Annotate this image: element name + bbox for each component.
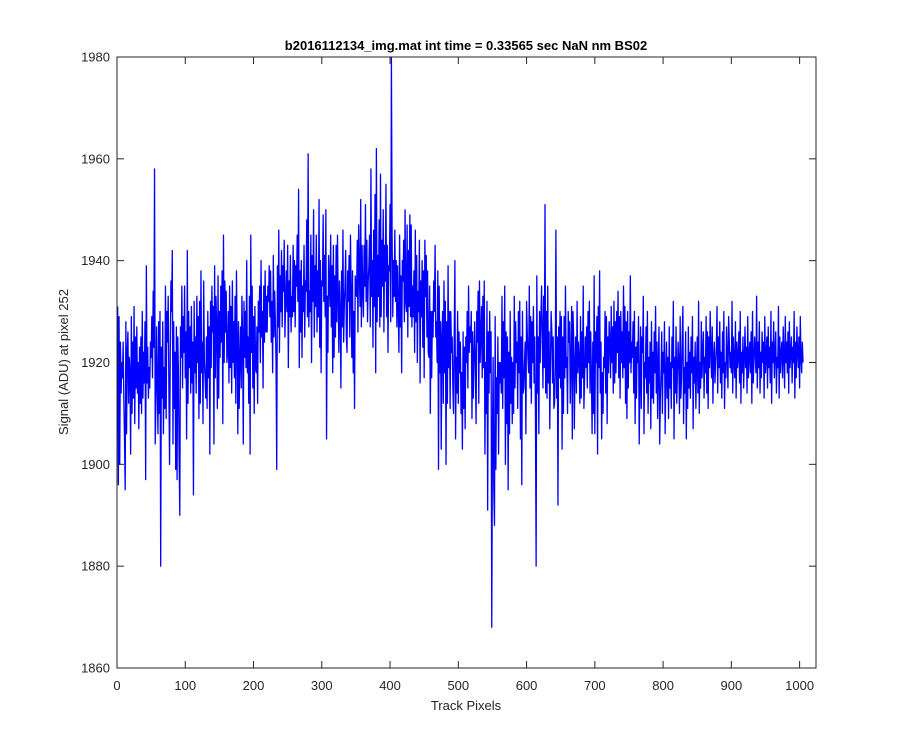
y-axis: 1860 1880 1900 1920 1940 1960 1980 <box>81 50 816 676</box>
y-tick-label: 1920 <box>81 355 110 370</box>
x-tick-label: 100 <box>174 678 196 693</box>
series-line-1 <box>117 56 804 628</box>
x-tick-label: 200 <box>243 678 265 693</box>
y-tick-label: 1900 <box>81 457 110 472</box>
x-tick-label: 700 <box>584 678 606 693</box>
x-tick-label: 1000 <box>785 678 814 693</box>
y-tick-label: 1980 <box>81 50 110 65</box>
x-tick-label: 600 <box>516 678 538 693</box>
x-tick-label: 300 <box>311 678 333 693</box>
x-tick-label: 400 <box>379 678 401 693</box>
x-tick-label: 900 <box>721 678 743 693</box>
y-tick-label: 1860 <box>81 661 110 676</box>
y-tick-label: 1940 <box>81 253 110 268</box>
y-axis-label: Signal (ADU) at pixel 252 <box>56 289 71 435</box>
x-tick-label: 0 <box>113 678 120 693</box>
x-axis: 0 100 200 300 400 500 600 700 800 900 1000 <box>113 57 814 693</box>
x-tick-label: 500 <box>447 678 469 693</box>
x-tick-label: 800 <box>652 678 674 693</box>
x-axis-label: Track Pixels <box>431 698 502 713</box>
y-tick-label: 1880 <box>81 559 110 574</box>
chart-title: b2016112134_img.mat int time = 0.33565 s… <box>285 38 647 53</box>
y-tick-label: 1960 <box>81 151 110 166</box>
series-layer <box>117 56 804 628</box>
